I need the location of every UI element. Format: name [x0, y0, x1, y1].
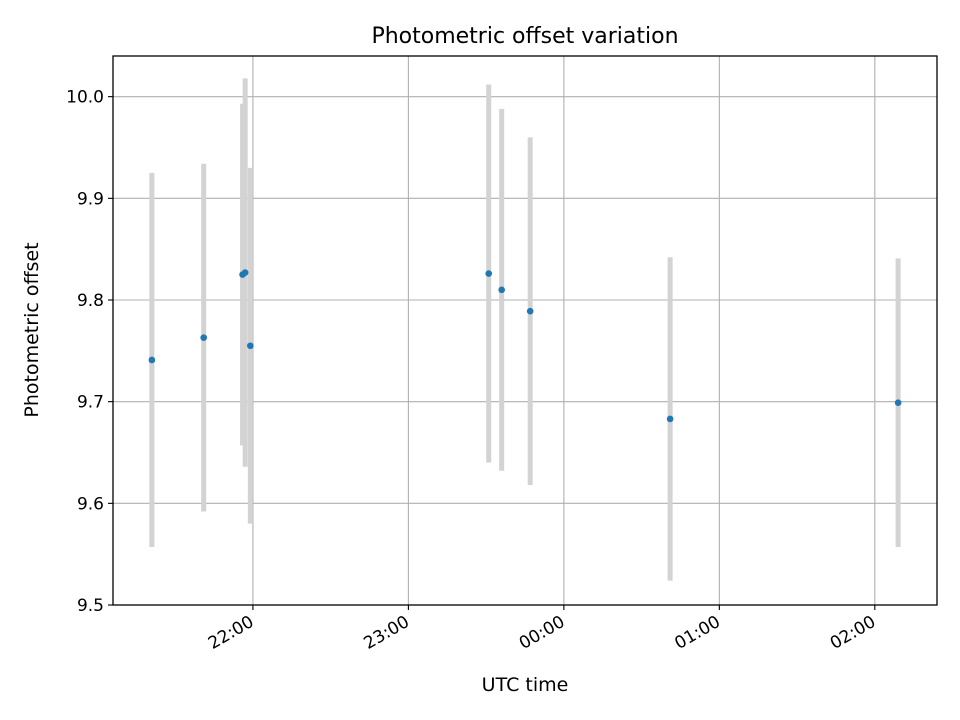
y-axis-ticks: 9.5 9.6 9.7 9.8 9.9 10.0: [66, 88, 113, 616]
data-point: [526, 307, 534, 315]
y-axis-label: Photometric offset: [21, 242, 43, 417]
y-tick-label: 10.0: [66, 88, 104, 108]
data-point: [666, 415, 674, 423]
x-axis-label: UTC time: [482, 674, 569, 696]
data-point: [200, 334, 207, 341]
data-point: [485, 270, 493, 277]
data-point: [498, 286, 505, 294]
y-tick-label: 9.9: [77, 189, 104, 209]
y-tick-label: 9.5: [77, 596, 104, 616]
y-tick-label: 9.6: [77, 494, 104, 514]
y-tick-label: 9.7: [77, 393, 104, 413]
data-point: [894, 399, 902, 406]
data-point: [148, 356, 156, 364]
y-tick-label: 9.8: [77, 291, 104, 311]
chart-title: Photometric offset variation: [371, 24, 678, 49]
data-point: [247, 342, 254, 350]
data-point: [241, 269, 249, 276]
point-layer: [148, 269, 902, 423]
plot-frame: [112, 55, 938, 606]
